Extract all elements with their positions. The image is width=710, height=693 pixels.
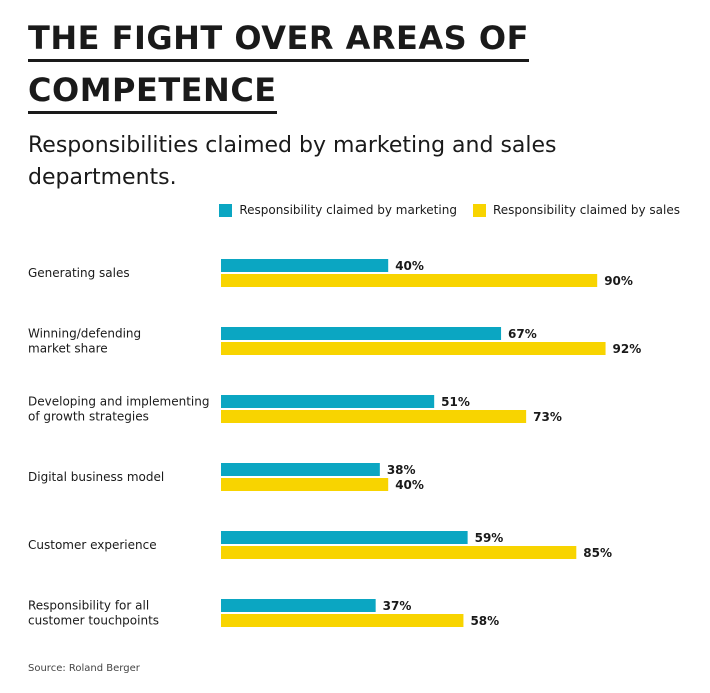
data-label: 85% <box>583 546 612 560</box>
source-note: Source: Roland Berger <box>28 663 140 674</box>
title-line-1: THE FIGHT OVER AREAS OF <box>28 18 529 62</box>
data-label: 38% <box>387 463 416 477</box>
category-label: Digital business model <box>28 470 164 484</box>
data-label: 92% <box>613 342 642 356</box>
bar-sales <box>221 342 606 355</box>
bar-marketing <box>221 531 468 544</box>
bar-sales <box>221 410 527 423</box>
data-label: 51% <box>441 395 470 409</box>
chart-subtitle: Responsibilities claimed by marketing an… <box>28 133 557 190</box>
legend-swatch-marketing <box>219 203 233 217</box>
category-label: Generating sales <box>28 266 130 280</box>
category-label: Developing and implementing of growth str… <box>28 395 209 424</box>
data-label: 37% <box>383 599 412 613</box>
legend-label-sales: Responsibility claimed by sales <box>492 203 680 217</box>
data-label: 73% <box>533 410 562 424</box>
data-label: 40% <box>395 478 424 492</box>
legend-swatch-sales <box>472 203 486 217</box>
bar-marketing <box>221 395 435 408</box>
data-label: 59% <box>475 531 504 545</box>
bar-sales <box>221 274 598 287</box>
bar-sales <box>221 478 389 491</box>
bar-marketing <box>221 327 502 340</box>
data-label: 58% <box>470 614 499 628</box>
bar-marketing <box>221 463 380 476</box>
bar-marketing <box>221 599 376 612</box>
data-label: 40% <box>395 259 424 273</box>
legend-label-marketing: Responsibility claimed by marketing <box>239 203 457 217</box>
title-line-2: COMPETENCE <box>28 70 277 114</box>
data-label: 90% <box>604 274 633 288</box>
category-label: Customer experience <box>28 538 157 552</box>
bar-marketing <box>221 259 389 272</box>
data-label: 67% <box>508 327 537 341</box>
legend-item-sales: Responsibility claimed by sales <box>472 203 680 217</box>
category-label: Winning/defending market share <box>28 327 141 356</box>
legend-item-marketing: Responsibility claimed by marketing <box>219 203 457 217</box>
bar-sales <box>221 614 464 627</box>
category-label: Responsibility for all customer touchpoin… <box>28 599 159 628</box>
legend: Responsibility claimed by marketing Resp… <box>203 203 680 217</box>
bar-sales <box>221 546 577 559</box>
chart-title: THE FIGHT OVER AREAS OF COMPETENCE <box>28 18 648 122</box>
